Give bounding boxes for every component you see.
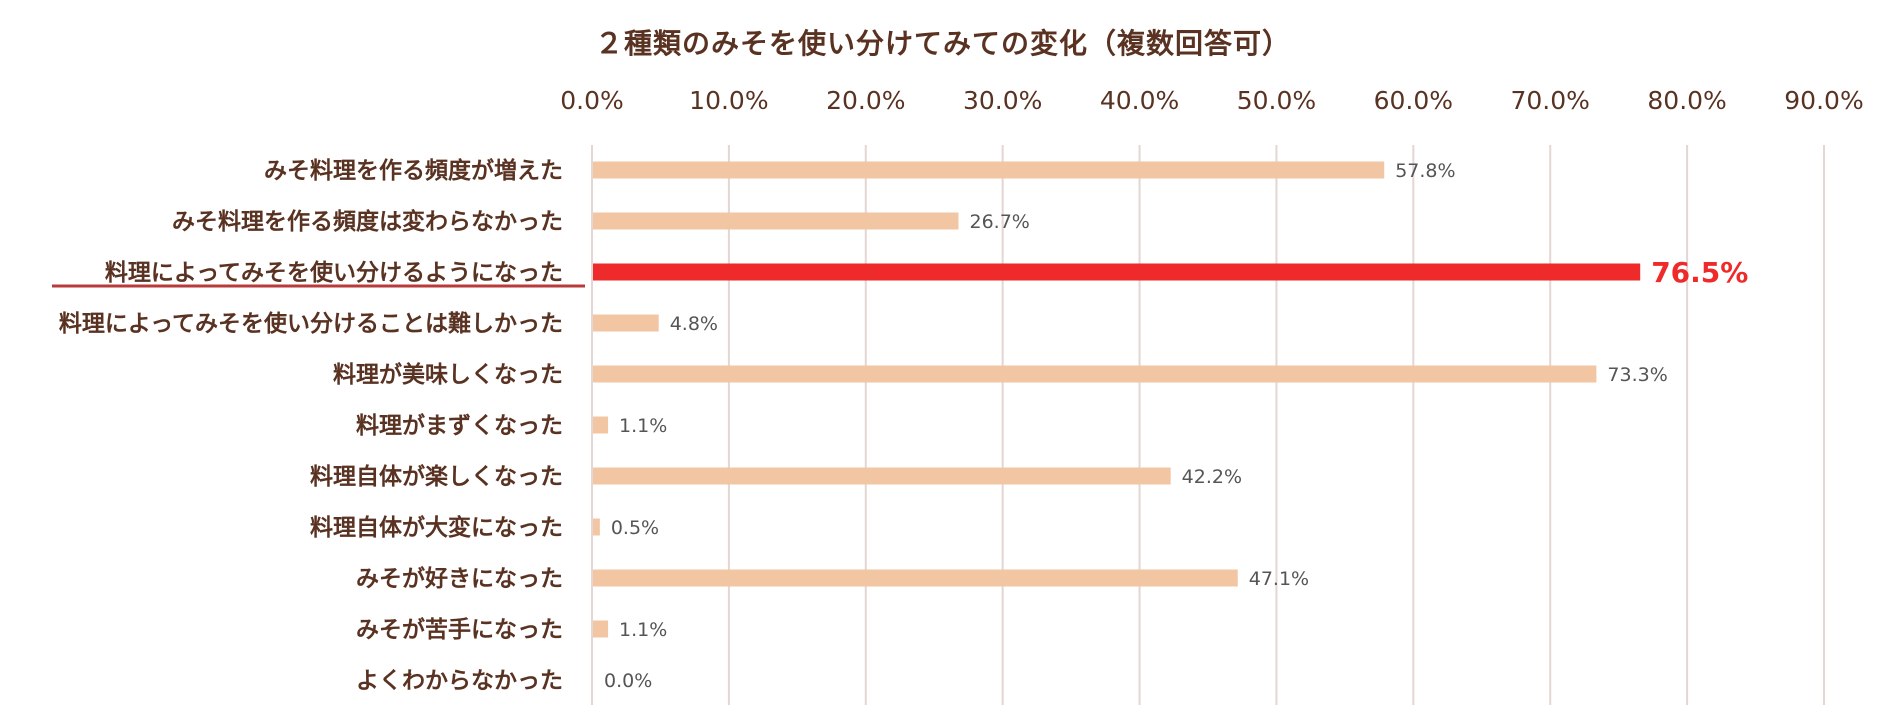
data-label: 73.3%: [1607, 364, 1667, 386]
x-tick-label: 0.0%: [560, 86, 624, 115]
bar: [593, 416, 609, 434]
category-label: みそ料理を作る頻度は変わらなかった: [172, 208, 563, 235]
bar: [593, 365, 1597, 383]
category-label: 料理自体が楽しくなった: [310, 463, 563, 490]
data-label: 47.1%: [1249, 568, 1309, 590]
bar: [593, 569, 1238, 587]
data-label: 4.8%: [670, 313, 718, 335]
category-label: 料理が美味しくなった: [333, 361, 563, 388]
category-label: 料理がまずくなった: [356, 412, 563, 439]
category-label: みそ料理を作る頻度が増えた: [264, 157, 563, 184]
bar: [593, 467, 1171, 485]
data-label: 1.1%: [619, 619, 667, 641]
bar: [593, 263, 1641, 281]
x-tick-label: 80.0%: [1647, 86, 1726, 115]
category-label: 料理によってみそを使い分けることは難しかった: [59, 310, 563, 337]
data-label: 57.8%: [1395, 160, 1455, 182]
category-label: 料理によってみそを使い分けるようになった: [105, 260, 563, 286]
data-label: 0.5%: [611, 517, 659, 539]
x-tick-label: 50.0%: [1237, 86, 1316, 115]
x-tick-label: 10.0%: [689, 86, 768, 115]
bar: [593, 314, 659, 332]
category-label: よくわからなかった: [356, 668, 563, 694]
x-tick-label: 20.0%: [826, 86, 905, 115]
category-label: みそが好きになった: [356, 565, 563, 592]
x-tick-label: 90.0%: [1784, 86, 1863, 115]
x-tick-label: 40.0%: [1100, 86, 1179, 115]
data-label: 76.5%: [1651, 256, 1748, 289]
x-tick-label: 60.0%: [1374, 86, 1453, 115]
bar: [593, 161, 1385, 179]
bar: [593, 212, 959, 230]
data-label: 1.1%: [619, 415, 667, 437]
category-label: 料理自体が大変になった: [310, 514, 563, 541]
category-label: みそが苦手になった: [356, 616, 563, 643]
data-label: 0.0%: [604, 670, 652, 692]
bar: [593, 620, 609, 638]
data-label: 42.2%: [1182, 466, 1242, 488]
x-tick-label: 30.0%: [963, 86, 1042, 115]
x-tick-label: 70.0%: [1511, 86, 1590, 115]
bar: [593, 518, 600, 536]
chart-title: ２種類のみそを使い分けてみての変化（複数回答可）: [594, 27, 1291, 60]
data-label: 26.7%: [969, 211, 1029, 233]
